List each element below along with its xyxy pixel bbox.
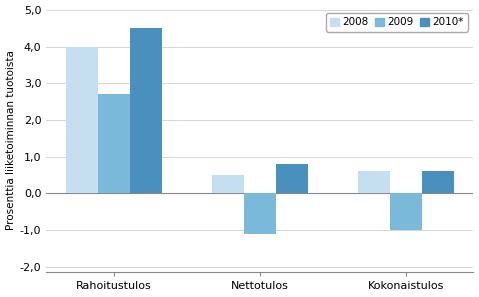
Bar [276, 164, 308, 193]
Legend: 2008, 2009, 2010*: 2008, 2009, 2010* [326, 13, 468, 31]
Bar [212, 175, 244, 193]
Bar [244, 193, 276, 234]
Bar [390, 193, 422, 230]
Bar [98, 94, 130, 193]
Bar [358, 171, 390, 193]
Bar [422, 171, 454, 193]
Bar [130, 28, 162, 193]
Y-axis label: Prosenttia liiketoiminnan tuotoista: Prosenttia liiketoiminnan tuotoista [6, 50, 15, 230]
Bar [66, 47, 98, 193]
